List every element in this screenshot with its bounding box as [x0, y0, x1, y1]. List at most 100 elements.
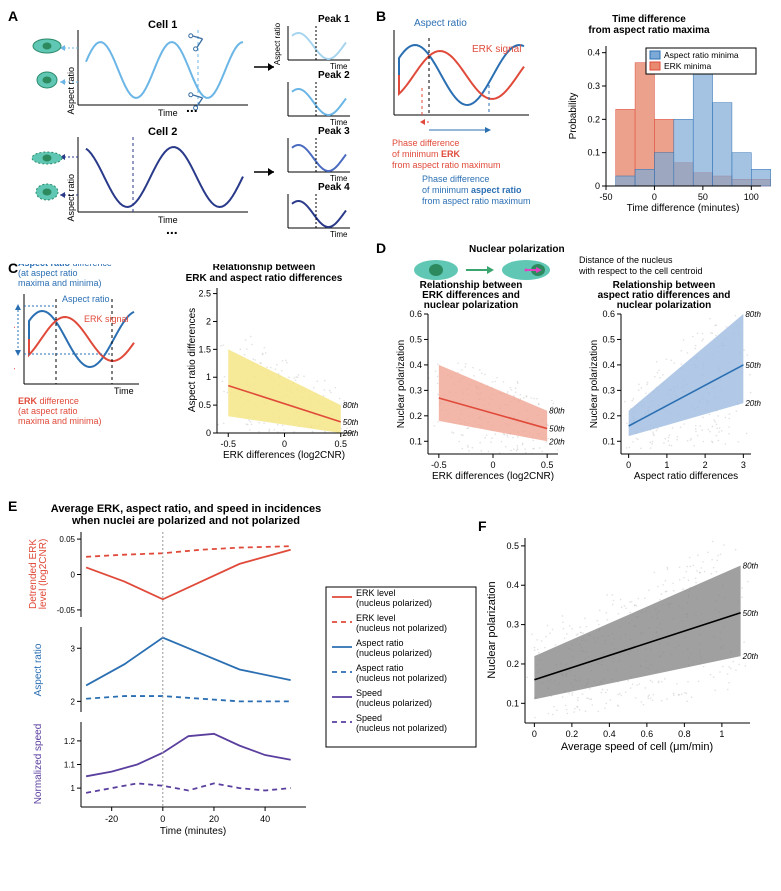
svg-text:ERK level: ERK level: [356, 588, 396, 598]
b-cap-ar1: Phase difference: [422, 174, 489, 184]
e-xlab: Time (minutes): [160, 826, 226, 837]
d-xlab-l: ERK differences (log2CNR): [432, 471, 554, 482]
svg-text:of minimum ERK: of minimum ERK: [392, 149, 461, 159]
d-rt3: nuclear polarization: [617, 300, 711, 311]
svg-text:40: 40: [260, 814, 270, 824]
svg-text:0.6: 0.6: [641, 729, 654, 739]
d-desc2: with respect to the cell centroid: [578, 266, 703, 276]
svg-text:-50: -50: [599, 192, 612, 202]
b-erk-label: ERK signal: [472, 44, 521, 55]
svg-text:0.2: 0.2: [409, 411, 422, 421]
b-cap-erk2: of minimum: [392, 149, 439, 159]
svg-text:0: 0: [282, 439, 287, 449]
b-cap-ar3: aspect ratio: [471, 185, 522, 195]
f-ylab: Nuclear polarization: [486, 581, 498, 678]
svg-text:0.2: 0.2: [506, 659, 519, 669]
panel-f-svg: 00.20.40.60.81 0.10.20.30.40.5 80th50th2…: [483, 528, 781, 773]
svg-text:20th: 20th: [742, 652, 759, 661]
svg-text:50th: 50th: [745, 361, 761, 370]
svg-text:50: 50: [698, 192, 708, 202]
c-small-xlab: Time: [114, 386, 134, 396]
svg-text:0.1: 0.1: [602, 436, 615, 446]
svg-text:0.5: 0.5: [334, 439, 347, 449]
svg-text:0.6: 0.6: [602, 309, 615, 319]
svg-text:0: 0: [532, 729, 537, 739]
svg-text:ERK difference: ERK difference: [18, 396, 79, 406]
svg-text:0.8: 0.8: [678, 729, 691, 739]
svg-text:20th: 20th: [548, 437, 565, 446]
c-xlab: ERK differences (log2CNR): [223, 450, 345, 461]
a-ellipsis: ...: [166, 221, 178, 237]
c-ardiff4: maxima and minima): [18, 278, 102, 288]
a-xlab1: Time: [158, 108, 178, 118]
svg-text:20th: 20th: [744, 399, 761, 408]
b-cap-erk4: from aspect ratio maximum: [392, 160, 501, 170]
svg-text:20th: 20th: [342, 429, 359, 438]
b-cap-erk1: Phase difference: [392, 138, 459, 148]
svg-text:50th: 50th: [343, 418, 359, 427]
svg-text:ERK level: ERK level: [356, 613, 396, 623]
b-cap-erk3: ERK: [441, 149, 461, 159]
e-y2: Aspect ratio: [33, 643, 44, 696]
svg-text:0.2: 0.2: [566, 729, 579, 739]
svg-text:1: 1: [206, 372, 211, 382]
svg-text:2: 2: [703, 460, 708, 470]
svg-text:0.2: 0.2: [587, 114, 600, 124]
svg-text:(nucleus polarized): (nucleus polarized): [356, 698, 432, 708]
svg-text:0.5: 0.5: [506, 541, 519, 551]
svg-text:1.1: 1.1: [64, 761, 76, 770]
svg-text:20: 20: [209, 814, 219, 824]
svg-text:Speed: Speed: [356, 688, 382, 698]
svg-text:(nucleus not polarized): (nucleus not polarized): [356, 673, 447, 683]
svg-text:1: 1: [719, 729, 724, 739]
svg-text:Speed: Speed: [356, 713, 382, 723]
svg-text:50th: 50th: [743, 609, 759, 618]
d-desc1: Distance of the nucleus: [579, 255, 673, 265]
c-scat-t1: Relationship between: [213, 264, 316, 273]
svg-text:0: 0: [71, 571, 76, 580]
svg-text:80th: 80th: [745, 310, 761, 319]
b-leg2: ERK minima: [664, 61, 712, 71]
svg-text:3: 3: [71, 644, 76, 653]
panel-a-svg: Cell 1 Time Aspect ratio Cell 2 Time: [16, 12, 366, 262]
svg-text:1: 1: [71, 784, 76, 793]
c-ardiff2: difference: [73, 264, 112, 268]
b-cap-ar4: from aspect ratio maximum: [422, 196, 531, 206]
svg-text:0.1: 0.1: [587, 148, 600, 158]
e-y3: Normalized speed: [33, 724, 44, 805]
svg-text:0: 0: [626, 460, 631, 470]
svg-text:0.5: 0.5: [602, 334, 615, 344]
d-lt3: nuclear polarization: [424, 300, 518, 311]
c-erkd2: difference: [40, 396, 79, 406]
a-ylab2: Aspect ratio: [66, 174, 76, 222]
b-cap-ar2: of minimum: [422, 185, 469, 195]
c-erk-lab: ERK signal: [84, 314, 129, 324]
e-y1b: level (log2CNR): [38, 539, 49, 610]
svg-text:0.4: 0.4: [602, 360, 615, 370]
svg-text:(nucleus not polarized): (nucleus not polarized): [356, 723, 447, 733]
c-erkd1: ERK: [18, 396, 38, 406]
svg-text:0.4: 0.4: [506, 580, 519, 590]
d-xlab-r: Aspect ratio differences: [634, 471, 738, 482]
svg-text:1.2: 1.2: [64, 737, 76, 746]
d-ylab-r: Nuclear polarization: [589, 340, 600, 428]
svg-text:2.5: 2.5: [198, 289, 211, 299]
svg-text:3: 3: [741, 460, 746, 470]
svg-text:0.3: 0.3: [506, 620, 519, 630]
d-header: Nuclear polarization: [469, 244, 565, 255]
svg-text:1: 1: [664, 460, 669, 470]
svg-text:-0.5: -0.5: [220, 439, 236, 449]
cell2-label: Cell 2: [148, 126, 177, 138]
a-ellipsis2: ...: [186, 99, 198, 115]
c-erkd4: maxima and minima): [18, 416, 102, 426]
svg-text:(nucleus polarized): (nucleus polarized): [356, 648, 432, 658]
svg-text:(nucleus polarized): (nucleus polarized): [356, 598, 432, 608]
panel-c-svg: Aspect ratio ERK signal Time Aspect rati…: [14, 264, 374, 474]
svg-text:Aspect ratio: Aspect ratio: [356, 638, 404, 648]
svg-text:0.5: 0.5: [541, 460, 554, 470]
c-ylab: Aspect ratio differences: [187, 308, 198, 412]
b-leg1: Aspect ratio minima: [664, 50, 739, 60]
svg-text:of minimum aspect ratio: of minimum aspect ratio: [422, 185, 522, 195]
svg-text:1.5: 1.5: [198, 344, 211, 354]
svg-text:-0.5: -0.5: [431, 460, 447, 470]
